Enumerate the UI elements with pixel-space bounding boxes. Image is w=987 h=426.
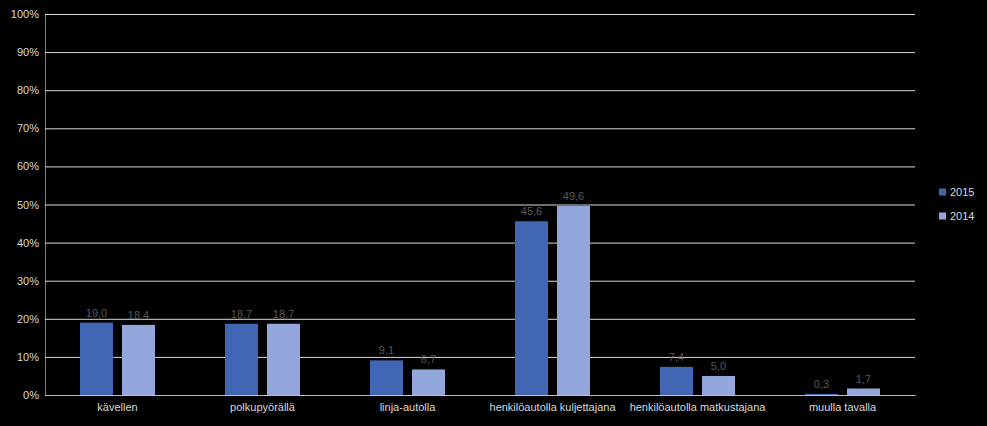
grid-line [45, 357, 915, 358]
data-label: 1,7 [856, 373, 871, 385]
bar [122, 325, 155, 395]
x-tick: polkupyörällä [230, 395, 296, 413]
x-tick-label: henkilöautolla kuljettajana [490, 401, 617, 413]
bar [702, 376, 735, 395]
data-label: 0,3 [814, 378, 829, 390]
legend-label: 2015 [950, 186, 974, 198]
y-tick: 90% [17, 46, 915, 58]
legend-swatch [939, 213, 946, 220]
x-tick: muulla tavalla [809, 395, 877, 413]
x-tick-label: muulla tavalla [809, 401, 877, 413]
data-label: 18,7 [231, 308, 252, 320]
x-tick: henkilöautolla matkustajana [630, 395, 767, 413]
y-tick-label: 0% [23, 389, 39, 401]
grid-line [45, 319, 915, 320]
x-tick-label: kävellen [97, 401, 137, 413]
grid-line [45, 166, 915, 167]
grid-line [45, 52, 915, 53]
grid-line [45, 281, 915, 282]
bar [557, 206, 590, 395]
data-label: 18,4 [128, 309, 149, 321]
bar [660, 367, 693, 395]
x-axis: kävellen polkupyörällä linja-autolla henkil… [46, 395, 916, 413]
x-tick-label: linja-autolla [380, 401, 437, 413]
y-tick-label: 40% [17, 237, 39, 249]
y-tick-label: 100% [11, 8, 39, 20]
bar [80, 323, 113, 395]
grid-line [45, 128, 915, 129]
grid-line [45, 205, 915, 206]
data-labels: 19,0 18,7 9,1 45,6 7,4 0,3 18,4 18,7 6,7 49,6 5,0 1… [86, 190, 871, 390]
data-label: 9,1 [379, 344, 394, 356]
data-label: 6,7 [421, 353, 436, 365]
y-tick: 100% [11, 8, 915, 20]
legend-item: 2015 [939, 186, 974, 198]
y-tick: 0% [23, 389, 915, 401]
legend-swatch [939, 189, 946, 196]
legend-label: 2014 [950, 210, 974, 222]
y-tick: 40% [17, 237, 915, 249]
y-tick-label: 50% [17, 199, 39, 211]
y-tick: 20% [17, 313, 915, 325]
bar [515, 221, 548, 395]
plot: 0% 10% 20% 30% 40% 50% 60% 70% 80% 90% 100% kävelle… [11, 8, 916, 413]
y-tick-label: 20% [17, 313, 39, 325]
x-tick: linja-autolla [380, 395, 437, 413]
bar [805, 394, 838, 395]
y-tick-label: 30% [17, 275, 39, 287]
bar [267, 324, 300, 395]
y-tick: 60% [17, 160, 915, 172]
background [0, 0, 987, 426]
bar [412, 369, 445, 395]
data-label: 18,7 [273, 308, 294, 320]
y-tick-label: 80% [17, 84, 39, 96]
y-tick: 80% [17, 84, 915, 96]
y-tick: 70% [17, 122, 915, 134]
y-tick-label: 90% [17, 46, 39, 58]
bar [847, 389, 880, 395]
x-tick-label: henkilöautolla matkustajana [630, 401, 767, 413]
legend-item: 2014 [939, 210, 974, 222]
y-tick-label: 10% [17, 351, 39, 363]
x-tick: kävellen [97, 395, 137, 413]
grid-line [45, 14, 915, 15]
bar [370, 360, 403, 395]
y-tick: 30% [17, 275, 915, 287]
chart: 0% 10% 20% 30% 40% 50% 60% 70% 80% 90% 100% kävelle… [0, 0, 987, 426]
y-tick: 50% [17, 199, 915, 211]
grid-line [45, 395, 915, 396]
grid-line [45, 243, 915, 244]
grid-line [45, 90, 915, 91]
x-axis-line [46, 395, 916, 396]
data-label: 7,4 [669, 351, 684, 363]
data-label: 45,6 [521, 205, 542, 217]
x-tick: henkilöautolla kuljettajana [490, 395, 617, 413]
data-label: 49,6 [563, 190, 584, 202]
y-axis: 0% 10% 20% 30% 40% 50% 60% 70% 80% 90% 100% [11, 8, 915, 401]
legend: 2015 2014 [939, 186, 974, 222]
y-tick-label: 70% [17, 122, 39, 134]
data-label: 19,0 [86, 307, 107, 319]
x-tick-label: polkupyörällä [230, 401, 296, 413]
bars [80, 206, 880, 395]
data-label: 5,0 [711, 360, 726, 372]
y-tick-label: 60% [17, 160, 39, 172]
bar [225, 324, 258, 395]
